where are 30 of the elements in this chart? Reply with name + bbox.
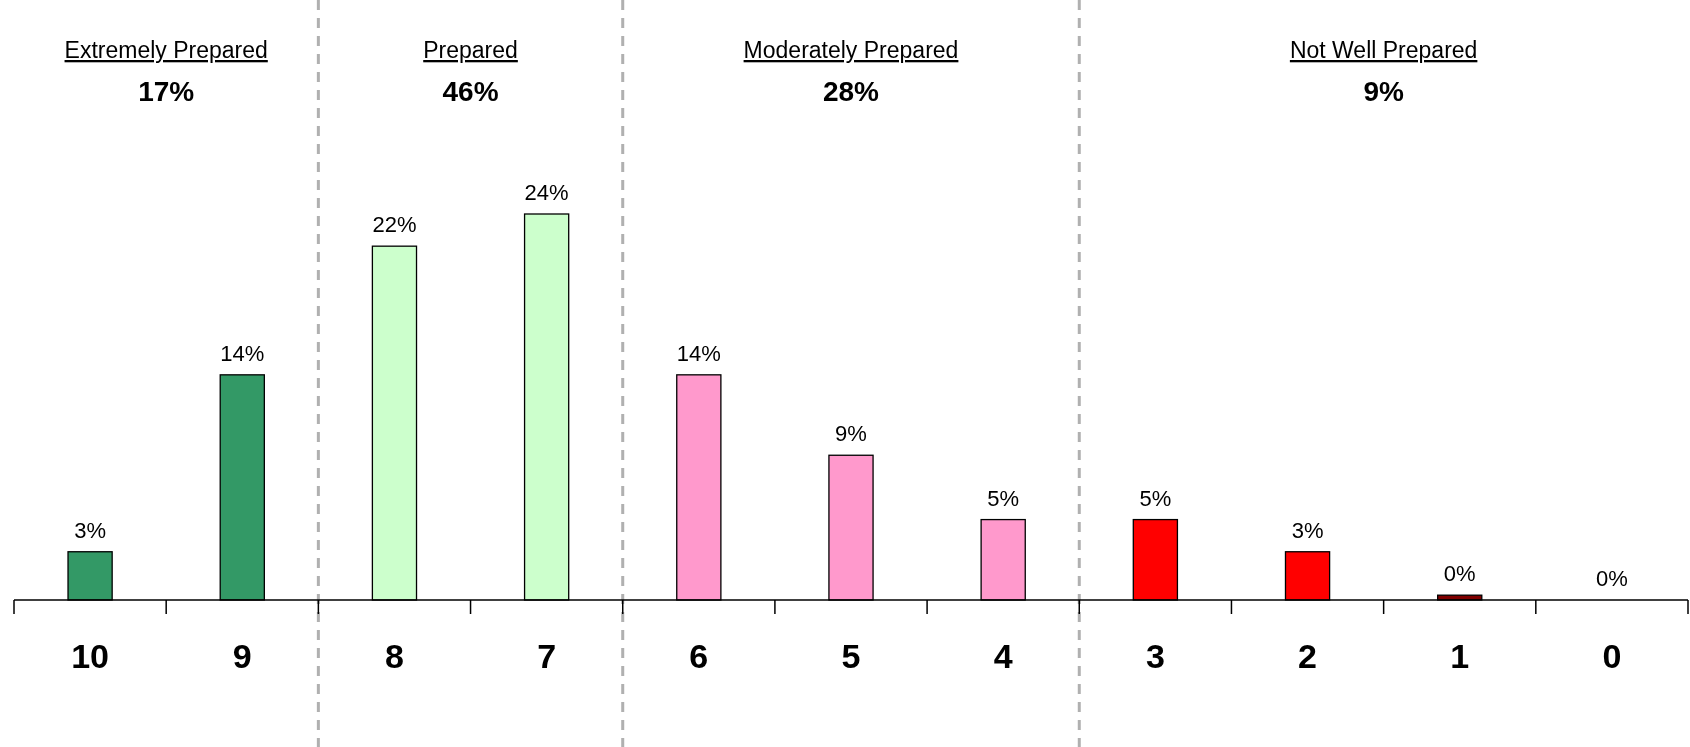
- data-label: 14%: [220, 340, 265, 366]
- data-label: 22%: [372, 212, 417, 238]
- x-tick-label: 8: [384, 637, 404, 675]
- x-tick-label: 6: [689, 637, 709, 675]
- text: 9%: [1363, 76, 1404, 107]
- x-tick-label: 0: [1602, 637, 1622, 675]
- data-label: 5%: [987, 485, 1020, 511]
- text: Extremely Prepared: [64, 37, 268, 63]
- data-label: 0%: [1443, 561, 1476, 587]
- data-label: 3%: [74, 517, 106, 543]
- text: 46%: [442, 76, 499, 107]
- data-label: 24%: [524, 180, 569, 205]
- x-tick-label: 1: [1450, 637, 1470, 675]
- data-label: 9%: [835, 421, 867, 447]
- text: 28%: [822, 76, 880, 107]
- data-label: 0%: [1596, 566, 1628, 591]
- data-label: 14%: [676, 340, 721, 366]
- text: 17%: [138, 76, 195, 107]
- x-tick-label: 7: [537, 637, 557, 675]
- text: Moderately Prepared: [743, 37, 959, 63]
- data-label: 3%: [1291, 517, 1324, 543]
- x-tick-label: 3: [1145, 637, 1165, 675]
- text: Prepared: [423, 37, 518, 63]
- data-label: 5%: [1139, 485, 1172, 511]
- x-tick-label: 4: [993, 637, 1013, 675]
- x-tick-label: 10: [71, 637, 109, 675]
- text: Not Well Prepared: [1289, 37, 1478, 63]
- x-tick-label: 9: [232, 637, 252, 675]
- x-tick-label: 5: [841, 637, 861, 675]
- x-tick-label: 2: [1298, 637, 1318, 675]
